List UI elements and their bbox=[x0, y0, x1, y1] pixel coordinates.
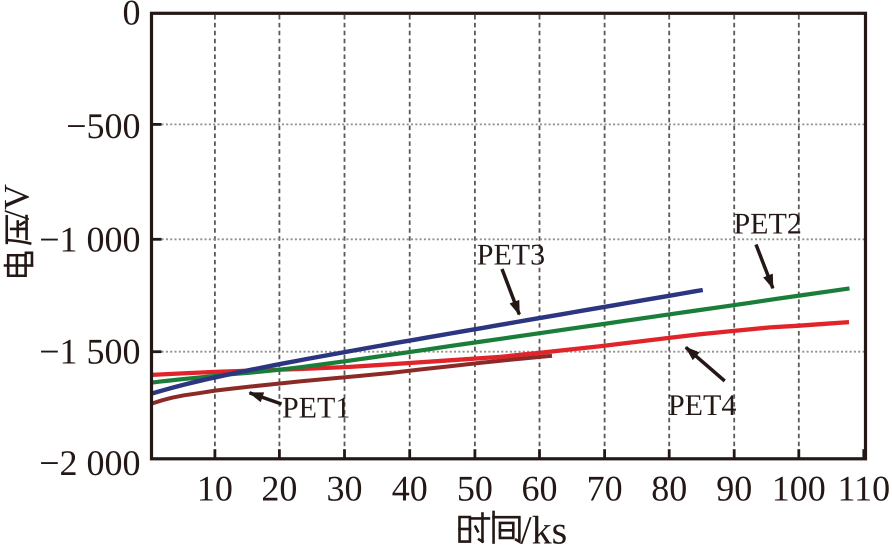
svg-text:−1 000: −1 000 bbox=[39, 220, 140, 260]
svg-text:PET3: PET3 bbox=[477, 238, 545, 271]
svg-text:0: 0 bbox=[123, 0, 141, 33]
svg-text:−500: −500 bbox=[66, 106, 140, 146]
svg-text:70: 70 bbox=[587, 469, 623, 509]
svg-text:−2 000: −2 000 bbox=[39, 443, 140, 483]
svg-text:50: 50 bbox=[457, 469, 493, 509]
svg-text:40: 40 bbox=[392, 469, 428, 509]
svg-text:PET2: PET2 bbox=[734, 208, 802, 241]
svg-text:/ks: /ks bbox=[521, 508, 568, 552]
svg-text:20: 20 bbox=[261, 469, 297, 509]
svg-text:30: 30 bbox=[327, 469, 363, 509]
svg-text:60: 60 bbox=[522, 469, 558, 509]
svg-text:110: 110 bbox=[837, 469, 890, 509]
svg-text:/V: /V bbox=[0, 184, 37, 220]
svg-text:100: 100 bbox=[772, 469, 826, 509]
svg-text:PET4: PET4 bbox=[668, 389, 736, 422]
svg-text:90: 90 bbox=[716, 469, 752, 509]
svg-text:10: 10 bbox=[197, 469, 233, 509]
svg-text:−1 500: −1 500 bbox=[39, 332, 140, 372]
svg-text:PET1: PET1 bbox=[282, 391, 350, 424]
svg-text:80: 80 bbox=[651, 469, 687, 509]
